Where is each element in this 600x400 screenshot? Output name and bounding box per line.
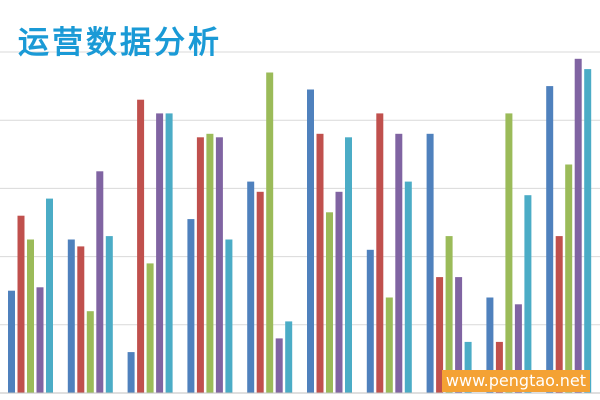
bar-series1-group6	[307, 89, 314, 393]
bar-series1-group1	[8, 290, 15, 393]
bar-series1-group8	[426, 133, 434, 394]
bar-series2-group8	[436, 277, 444, 393]
bar-series4-group8	[455, 277, 463, 393]
bar-series4-group9	[514, 304, 522, 393]
watermark-text: www.pengtao.net	[445, 371, 586, 390]
bar-series4-group2	[96, 171, 104, 393]
bar-series3-group3	[146, 263, 154, 393]
bar-series3-group7	[385, 297, 393, 393]
bar-series1-group2	[67, 239, 75, 393]
bar-series1-group3	[127, 352, 135, 393]
bar-series3-group9	[505, 113, 513, 394]
bar-series4-group4	[215, 137, 223, 394]
bar-series5-group8	[464, 341, 472, 393]
bar-series5-group3	[165, 113, 173, 394]
bar-series2-group2	[77, 246, 85, 393]
bar-series5-group10	[584, 69, 592, 393]
bar-series2-group4	[196, 137, 204, 394]
bar-series5-group9	[524, 195, 532, 393]
bar-series4-group3	[156, 113, 164, 394]
bar-series3-group5	[266, 72, 274, 393]
bar-series3-group4	[206, 133, 214, 394]
bar-series3-group8	[445, 236, 453, 393]
bar-series2-group1	[17, 215, 25, 393]
bar-series2-group7	[376, 113, 384, 394]
bar-series3-group10	[565, 164, 573, 393]
chart-title: 运营数据分析	[18, 25, 222, 61]
bar-series4-group1	[36, 287, 44, 393]
bar-series4-group6	[335, 191, 343, 393]
bar-series2-group10	[555, 236, 563, 393]
bar-series1-group9	[486, 297, 494, 393]
bar-series2-group5	[256, 191, 264, 393]
bar-series2-group6	[316, 133, 324, 394]
bar-series3-group2	[86, 311, 94, 393]
bar-series4-group7	[395, 133, 403, 394]
bar-series5-group5	[285, 321, 293, 393]
bar-series2-group3	[137, 99, 145, 393]
bar-series1-group5	[247, 181, 255, 393]
bars	[8, 58, 592, 394]
bar-series5-group2	[105, 236, 113, 393]
bar-series5-group1	[46, 198, 53, 393]
bar-series4-group10	[574, 58, 582, 394]
bar-series1-group7	[366, 249, 374, 393]
bar-series5-group6	[345, 137, 352, 394]
bar-series5-group4	[225, 239, 233, 393]
bar-series4-group5	[275, 338, 283, 393]
bar-series1-group10	[546, 86, 554, 393]
bar-series3-group1	[27, 239, 34, 393]
bar-series3-group6	[326, 212, 333, 393]
watermark: www.pengtao.net	[441, 370, 590, 392]
bar-series1-group4	[187, 219, 195, 393]
bar-series2-group9	[495, 341, 503, 393]
bar-series5-group7	[404, 181, 412, 393]
